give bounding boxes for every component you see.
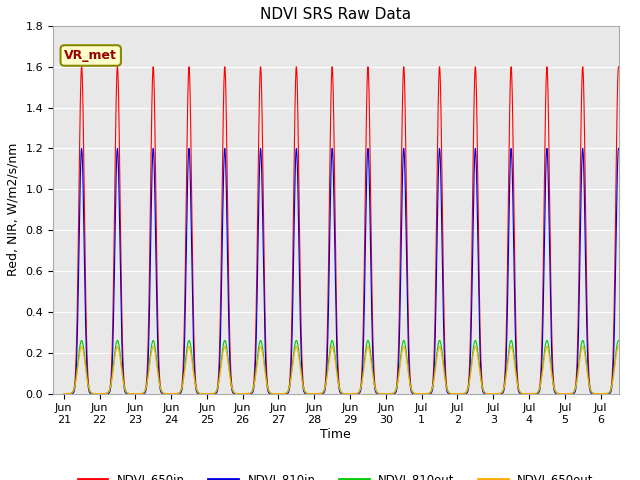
X-axis label: Time: Time <box>321 428 351 441</box>
Text: VR_met: VR_met <box>64 49 117 62</box>
Title: NDVI SRS Raw Data: NDVI SRS Raw Data <box>260 7 412 22</box>
Legend: NDVI_650in, NDVI_810in, NDVI_810out, NDVI_650out: NDVI_650in, NDVI_810in, NDVI_810out, NDV… <box>73 468 598 480</box>
Y-axis label: Red, NIR, W/m2/s/nm: Red, NIR, W/m2/s/nm <box>7 143 20 276</box>
